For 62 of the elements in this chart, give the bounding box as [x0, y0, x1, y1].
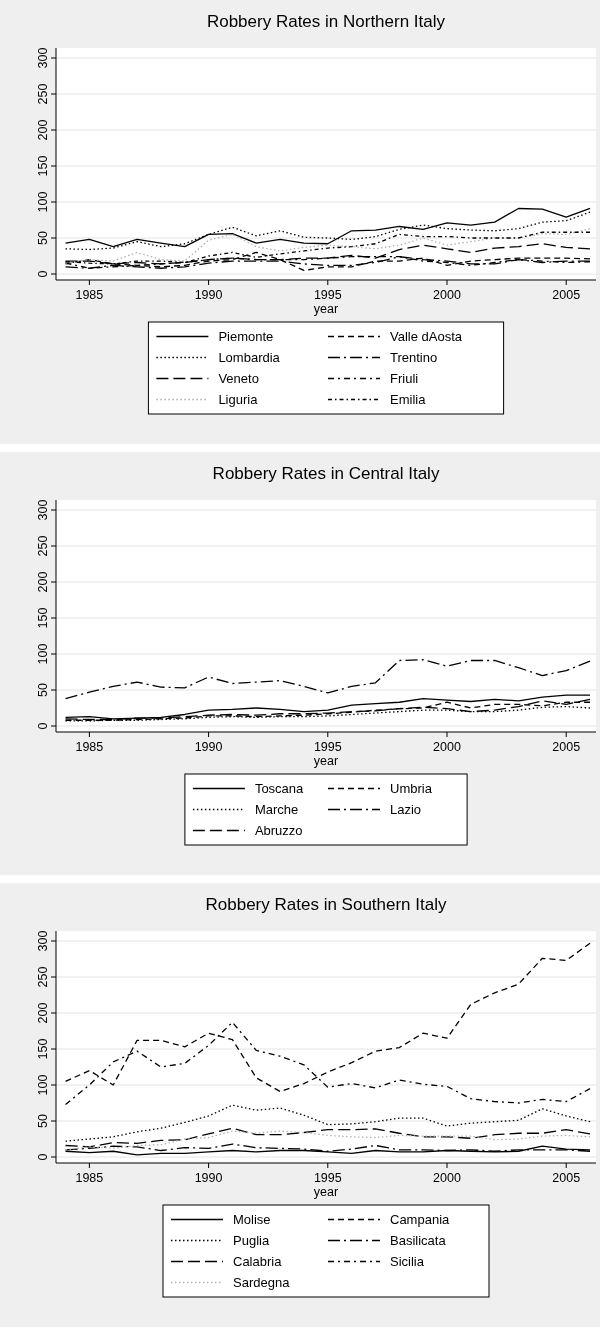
x-tick-label: 1985 [75, 740, 104, 754]
x-tick-label: 2005 [552, 1171, 581, 1185]
x-tick-label: 2000 [433, 288, 461, 302]
y-tick-label: 250 [36, 83, 50, 105]
y-tick-label: 100 [36, 643, 50, 665]
chart-title: Robbery Rates in Southern Italy [205, 895, 447, 914]
y-tick-label: 50 [36, 683, 50, 697]
legend-label: Molise [233, 1212, 271, 1227]
legend-label: Sardegna [233, 1275, 291, 1290]
legend-label: Lombardia [218, 350, 281, 365]
legend-label: Umbria [390, 781, 433, 796]
legend-label: Marche [254, 802, 299, 817]
x-tick-label: 1995 [313, 1171, 342, 1185]
legend-label: Emilia [390, 392, 427, 407]
y-tick-label: 0 [36, 1153, 50, 1161]
y-tick-label: 50 [36, 231, 50, 245]
x-tick-label: 1995 [313, 288, 342, 302]
legend-label: Friuli [390, 371, 419, 386]
y-tick-label: 200 [36, 119, 50, 141]
legend-label: Veneto [218, 371, 259, 386]
y-tick-label: 250 [36, 535, 50, 557]
y-tick-label: 150 [36, 155, 50, 177]
x-axis-title: year [313, 754, 339, 768]
legend-label: Campania [390, 1212, 451, 1227]
x-tick-label: 1985 [75, 288, 104, 302]
y-tick-label: 150 [36, 1038, 50, 1060]
y-tick-label: 200 [36, 1002, 50, 1024]
legend-label: Abruzzo [254, 823, 303, 838]
y-tick-label: 250 [36, 966, 50, 988]
legend-label: Calabria [233, 1254, 283, 1269]
x-tick-label: 1985 [75, 1171, 104, 1185]
legend-label: Sicilia [390, 1254, 425, 1269]
chart-title: Robbery Rates in Central Italy [212, 464, 440, 483]
x-tick-label: 1990 [194, 1171, 223, 1185]
x-tick-label: 2000 [433, 1171, 461, 1185]
x-axis-title: year [313, 302, 339, 316]
chart-title: Robbery Rates in Northern Italy [206, 12, 446, 31]
y-tick-label: 300 [36, 499, 50, 521]
x-tick-label: 1990 [194, 740, 223, 754]
x-axis-title: year [313, 1185, 339, 1199]
y-tick-label: 300 [36, 47, 50, 69]
x-tick-label: 2005 [552, 288, 581, 302]
legend-label: Puglia [233, 1233, 270, 1248]
legend-label: Trentino [390, 350, 438, 365]
y-tick-label: 300 [36, 930, 50, 952]
y-tick-label: 100 [36, 191, 50, 213]
y-tick-label: 0 [36, 722, 50, 730]
y-tick-label: 150 [36, 607, 50, 629]
legend-label: Piemonte [218, 329, 274, 344]
y-tick-label: 50 [36, 1114, 50, 1128]
legend-label: Lazio [390, 802, 422, 817]
legend-label: Valle dAosta [390, 329, 463, 344]
y-tick-label: 200 [36, 571, 50, 593]
legend-label: Toscana [254, 781, 305, 796]
legend-label: Basilicata [390, 1233, 447, 1248]
x-tick-label: 2000 [433, 740, 461, 754]
y-tick-label: 0 [36, 270, 50, 278]
legend-label: Liguria [218, 392, 259, 407]
x-tick-label: 1990 [194, 288, 223, 302]
x-tick-label: 2005 [552, 740, 581, 754]
x-tick-label: 1995 [313, 740, 342, 754]
y-tick-label: 100 [36, 1074, 50, 1096]
